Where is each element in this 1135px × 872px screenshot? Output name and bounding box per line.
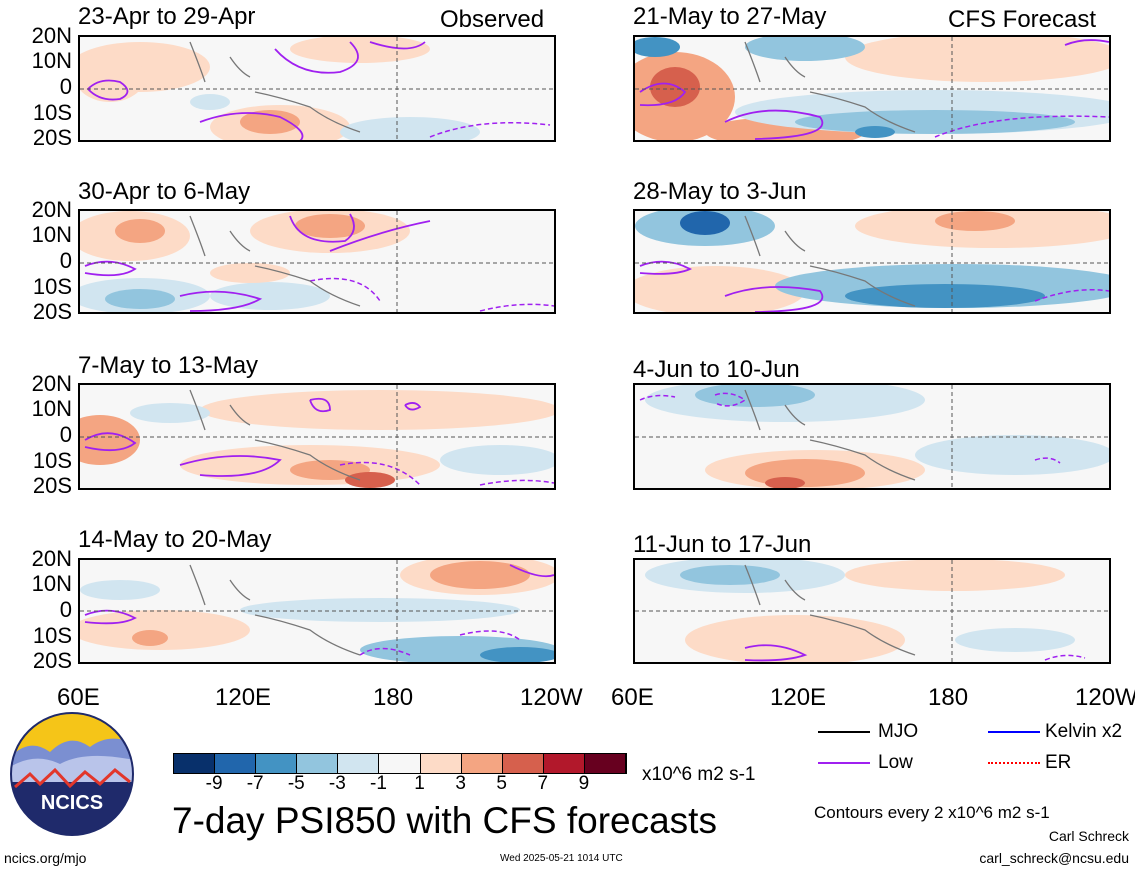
legend-mjo-line	[818, 731, 870, 733]
lon-label-120w-left: 120W	[520, 684, 583, 711]
colorbar-tick-label: 1	[414, 773, 425, 794]
lat-label: 0	[59, 597, 72, 622]
lat-label: 20N	[31, 197, 72, 222]
lat-label: 10N	[31, 396, 72, 421]
lat-label: 20S	[32, 648, 72, 673]
lat-label: 20N	[31, 371, 72, 396]
lat-label: 20S	[32, 473, 72, 498]
lat-label: 10S	[32, 623, 72, 648]
panel-title-fc-4: 11-Jun to 17-Jun	[633, 531, 812, 558]
panel-title-fc-1: 21-May to 27-May	[633, 3, 827, 30]
colorbar-swatch	[174, 754, 216, 773]
logo-text: NCICS	[40, 792, 104, 814]
lon-label-120w-right: 120W	[1075, 684, 1135, 711]
contour-note: Contours every 2 x10^6 m2 s-1	[814, 803, 1050, 822]
colorbar-swatch	[461, 754, 503, 773]
panel-title-obs-2: 30-Apr to 6-May	[78, 178, 251, 205]
lon-label-60e-left: 60E	[57, 684, 100, 711]
main-title: 7-day PSI850 with CFS forecasts	[172, 800, 717, 841]
panel-title-obs-3: 7-May to 13-May	[78, 352, 259, 379]
legend-low-label: Low	[878, 752, 913, 773]
site-link[interactable]: ncics.org/mjo	[4, 850, 87, 866]
lat-label: 20S	[32, 125, 72, 150]
map-observed-4	[78, 558, 556, 664]
author-name: Carl Schreck	[1048, 828, 1129, 844]
lat-label: 10N	[31, 222, 72, 247]
map-observed-2	[78, 209, 556, 314]
lat-label: 10N	[31, 48, 72, 73]
legend-low-line	[818, 762, 870, 764]
colorbar-tick-label: -5	[287, 773, 305, 794]
colorbar-swatch	[256, 754, 298, 773]
colorbar-units: x10^6 m2 s-1	[642, 764, 756, 785]
lon-label-120e-left: 120E	[215, 684, 272, 711]
legend-mjo-label: MJO	[878, 721, 919, 742]
colorbar-swatch	[379, 754, 421, 773]
panel-title-obs-4: 14-May to 20-May	[78, 526, 272, 553]
legend-er-line	[988, 762, 1040, 764]
legend-er-label: ER	[1045, 752, 1072, 773]
cfs-forecast-label: CFS Forecast	[948, 6, 1097, 33]
colorbar	[173, 753, 627, 774]
lat-label: 10N	[31, 571, 72, 596]
lat-label: 20N	[31, 546, 72, 571]
lat-label: 20N	[31, 23, 72, 48]
colorbar-tick-label: 5	[496, 773, 507, 794]
lat-label: 20S	[32, 299, 72, 324]
lat-label: 0	[59, 248, 72, 273]
panel-title-fc-3: 4-Jun to 10-Jun	[633, 356, 800, 383]
colorbar-swatch	[543, 754, 585, 773]
colorbar-swatch	[502, 754, 544, 773]
colorbar-tick-label: 7	[537, 773, 549, 794]
lat-label: 10S	[32, 274, 72, 299]
panel-title-obs-1: 23-Apr to 29-Apr	[78, 3, 256, 30]
map-forecast-3	[633, 383, 1111, 490]
lat-label: 10S	[32, 100, 72, 125]
colorbar-tick-label: -9	[205, 773, 223, 794]
author-email: carl_schreck@ncsu.edu	[979, 850, 1129, 866]
legend-kelvin-label: Kelvin x2	[1045, 721, 1123, 742]
colorbar-swatch	[338, 754, 380, 773]
colorbar-tick-label: -1	[370, 773, 387, 794]
lat-label: 0	[59, 74, 72, 99]
colorbar-tick-label: -7	[246, 773, 264, 794]
lat-label: 0	[59, 422, 72, 447]
colorbar-tick-label: 3	[455, 773, 466, 794]
map-observed-3	[78, 383, 556, 490]
timestamp: Wed 2025-05-21 1014 UTC	[500, 853, 623, 864]
colorbar-tick-label: -3	[328, 773, 346, 794]
observed-label: Observed	[440, 6, 545, 33]
colorbar-tick-label: 9	[578, 773, 590, 794]
legend-kelvin-line	[988, 731, 1040, 733]
lon-label-120e-right: 120E	[770, 684, 827, 711]
colorbar-swatch	[297, 754, 339, 773]
map-forecast-1	[633, 35, 1111, 142]
colorbar-swatch	[215, 754, 257, 773]
lat-label: 10S	[32, 448, 72, 473]
ncics-logo: NCICS	[10, 712, 134, 836]
lon-label-180-left: 180	[373, 684, 414, 711]
colorbar-swatch	[420, 754, 462, 773]
map-forecast-4	[633, 558, 1111, 664]
map-observed-1	[78, 35, 556, 142]
map-forecast-2	[633, 209, 1111, 314]
lon-label-180-right: 180	[928, 684, 969, 711]
lon-label-60e-right: 60E	[611, 684, 654, 711]
colorbar-swatch	[584, 754, 627, 773]
panel-title-fc-2: 28-May to 3-Jun	[633, 178, 807, 205]
